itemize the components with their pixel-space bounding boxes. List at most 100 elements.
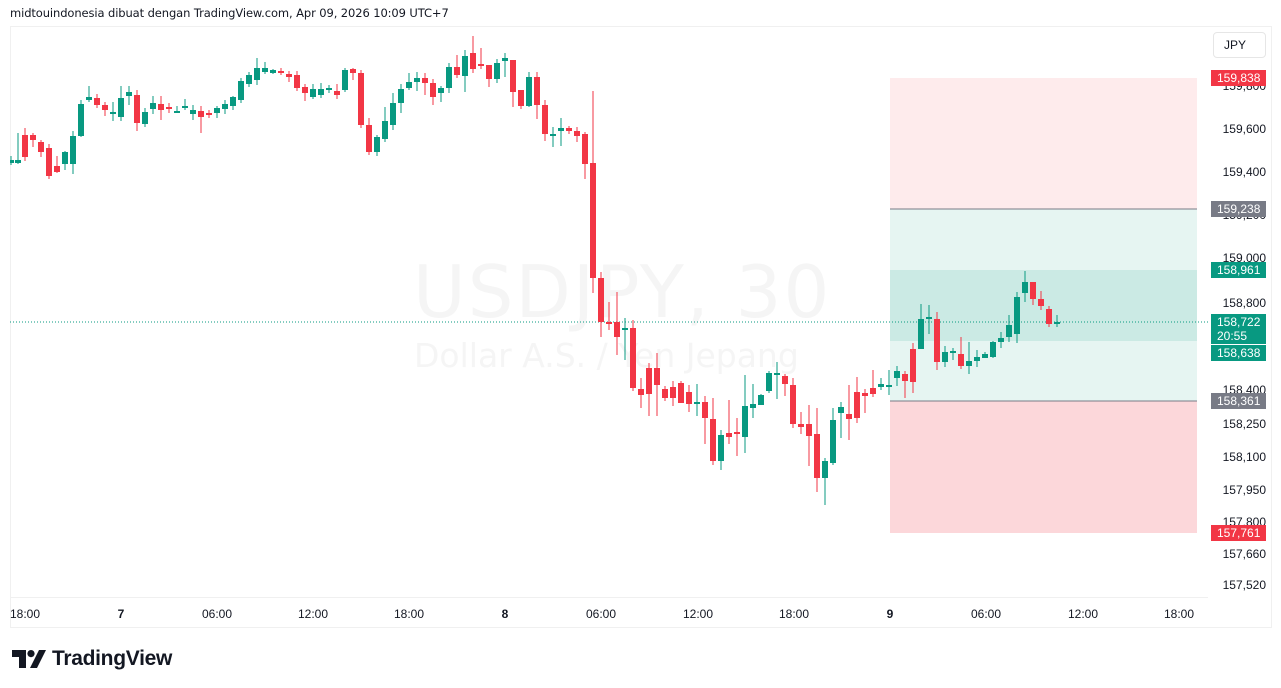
candle-up bbox=[414, 72, 420, 91]
candle-down bbox=[790, 378, 796, 428]
candle-down bbox=[630, 320, 636, 391]
time-tick-label: 12:00 bbox=[1067, 607, 1099, 621]
candle-up bbox=[942, 346, 948, 367]
candle-down bbox=[734, 418, 740, 456]
last-price-label: 158,722 bbox=[1211, 314, 1266, 330]
candle-up bbox=[742, 375, 748, 453]
candle-up bbox=[262, 62, 268, 74]
bar-countdown-label: 20:55 bbox=[1211, 328, 1266, 344]
candle-up bbox=[822, 458, 828, 505]
price-tick-label: 158,250 bbox=[1222, 417, 1266, 431]
candle-up bbox=[254, 58, 260, 85]
candle-up bbox=[374, 135, 380, 156]
candle-up bbox=[502, 53, 508, 77]
candle-down bbox=[54, 156, 60, 173]
candle-up bbox=[558, 118, 564, 146]
candle-up bbox=[462, 50, 468, 92]
candle-down bbox=[94, 94, 100, 108]
candle-up bbox=[62, 151, 68, 170]
currency-button[interactable]: JPY bbox=[1213, 32, 1266, 58]
candle-down bbox=[958, 337, 964, 369]
candle-down bbox=[134, 90, 140, 131]
candle-up bbox=[894, 366, 900, 386]
candle-down bbox=[470, 36, 476, 73]
candle-down bbox=[358, 70, 364, 128]
candle-up bbox=[718, 430, 724, 470]
candle-down bbox=[686, 385, 692, 412]
price-tick-label: 158,100 bbox=[1222, 450, 1266, 464]
chart-plot-area[interactable] bbox=[10, 27, 1208, 597]
candle-up bbox=[238, 78, 244, 103]
candle-down bbox=[854, 377, 860, 423]
candle-up bbox=[830, 408, 836, 465]
price-tick-label: 157,660 bbox=[1222, 547, 1266, 561]
candle-up bbox=[390, 93, 396, 130]
candle-up bbox=[174, 106, 180, 113]
time-tick-label: 8 bbox=[501, 607, 509, 621]
candle-up bbox=[382, 107, 388, 142]
candle-down bbox=[166, 103, 172, 113]
upper-level-label: 159,238 bbox=[1211, 201, 1266, 217]
candle-up bbox=[622, 318, 628, 360]
candle-up bbox=[270, 69, 276, 74]
lower-level-label: 158,361 bbox=[1211, 393, 1266, 409]
tradingview-logo-text: TradingView bbox=[52, 647, 173, 670]
candle-down bbox=[710, 398, 716, 465]
candle-down bbox=[454, 55, 460, 78]
candle-up bbox=[182, 99, 188, 110]
candle-down bbox=[102, 102, 108, 116]
candle-up bbox=[878, 378, 884, 390]
tradingview-logo-icon bbox=[12, 650, 46, 668]
candle-up bbox=[10, 156, 14, 165]
candle-up bbox=[974, 350, 980, 367]
candle-down bbox=[1046, 306, 1052, 327]
candle-down bbox=[934, 312, 940, 370]
candle-up bbox=[110, 102, 116, 121]
candle-down bbox=[294, 71, 300, 91]
candle-down bbox=[574, 127, 580, 142]
candle-down bbox=[366, 118, 372, 155]
candle-down bbox=[726, 400, 732, 444]
time-axis[interactable]: 18:00 7 06:00 12:00 18:00 8 06:00 12:00 18:00 9 06… bbox=[10, 597, 1208, 628]
price-tick-label: 159,600 bbox=[1222, 122, 1266, 136]
candle-down bbox=[430, 79, 436, 105]
price-tick-label: 159,400 bbox=[1222, 165, 1266, 179]
candle-up bbox=[758, 394, 764, 405]
candle-down bbox=[902, 371, 908, 398]
candle-up bbox=[142, 108, 148, 127]
candle-up bbox=[926, 305, 932, 334]
high-price-label: 158,961 bbox=[1211, 262, 1266, 278]
candle-up bbox=[214, 106, 220, 118]
candle-down bbox=[678, 381, 684, 403]
candle-up bbox=[230, 96, 236, 110]
candle-up bbox=[326, 85, 332, 93]
candle-down bbox=[46, 144, 52, 179]
candle-up bbox=[15, 133, 21, 164]
stop-price-label: 157,761 bbox=[1211, 525, 1266, 541]
candle-down bbox=[654, 353, 660, 416]
tradingview-logo[interactable]: TradingView bbox=[12, 647, 172, 671]
candle-down bbox=[646, 363, 652, 416]
price-tick-label: 157,520 bbox=[1222, 578, 1266, 592]
candle-up bbox=[246, 72, 252, 87]
candle-down bbox=[206, 110, 212, 118]
candle-down bbox=[1030, 282, 1036, 305]
lower-stop-zone[interactable] bbox=[890, 401, 1197, 533]
time-tick-label: 12:00 bbox=[682, 607, 714, 621]
candle-up bbox=[318, 83, 324, 98]
candle-up bbox=[1014, 292, 1020, 343]
candle-down bbox=[590, 91, 596, 293]
candle-down bbox=[814, 408, 820, 492]
upper-stop-zone[interactable] bbox=[890, 78, 1197, 209]
candle-up bbox=[438, 86, 444, 102]
time-tick-label: 7 bbox=[117, 607, 125, 621]
candle-down bbox=[334, 84, 340, 99]
target-price-label: 159,838 bbox=[1211, 70, 1266, 86]
candle-down bbox=[1038, 291, 1044, 310]
candle-up bbox=[70, 131, 76, 174]
candle-up bbox=[886, 370, 892, 395]
candle-up bbox=[310, 84, 316, 99]
candle-up bbox=[446, 63, 452, 93]
candle-down bbox=[350, 68, 356, 80]
candle-up bbox=[126, 86, 132, 105]
